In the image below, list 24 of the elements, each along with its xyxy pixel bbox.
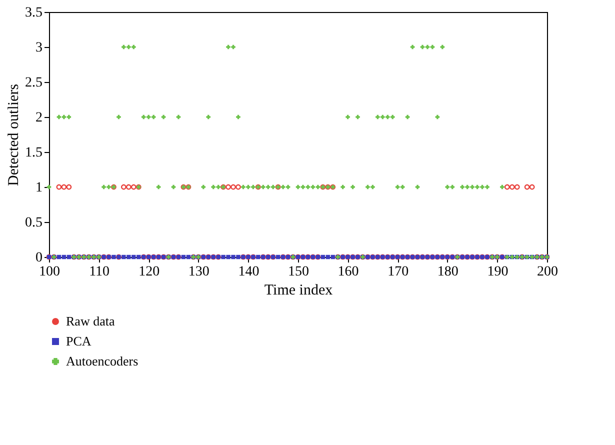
x-tick-label: 100 — [39, 264, 60, 280]
y-tick-label: 2.5 — [25, 76, 42, 90]
x-tick-label: 160 — [338, 264, 359, 280]
x-tick-label: 180 — [437, 264, 458, 280]
x-tick-label: 150 — [288, 264, 309, 280]
x-tick-label: 130 — [188, 264, 210, 280]
x-tick-label: 120 — [138, 264, 160, 280]
y-tick-label: 0.5 — [25, 216, 42, 230]
x-axis-title: Time index — [264, 282, 334, 298]
legend-label: Raw data — [66, 314, 115, 328]
x-tick-label: 200 — [537, 264, 558, 280]
x-tick-label: 170 — [388, 264, 409, 280]
x-tick-label: 140 — [238, 264, 260, 280]
y-tick-label: 1.5 — [25, 146, 42, 160]
x-tick-label: 190 — [487, 264, 508, 280]
legend-label: Autoencoders — [66, 354, 138, 368]
y-tick-label: 1 — [36, 180, 42, 196]
y-tick-label: 3 — [36, 40, 42, 56]
x-tick-label: 110 — [89, 264, 110, 280]
y-tick-label: 3.5 — [25, 6, 42, 20]
y-tick-label: 0 — [36, 250, 42, 266]
legend-label: PCA — [66, 334, 92, 348]
y-axis-title: Detected outliers — [6, 84, 22, 186]
y-tick-label: 2 — [36, 110, 42, 126]
